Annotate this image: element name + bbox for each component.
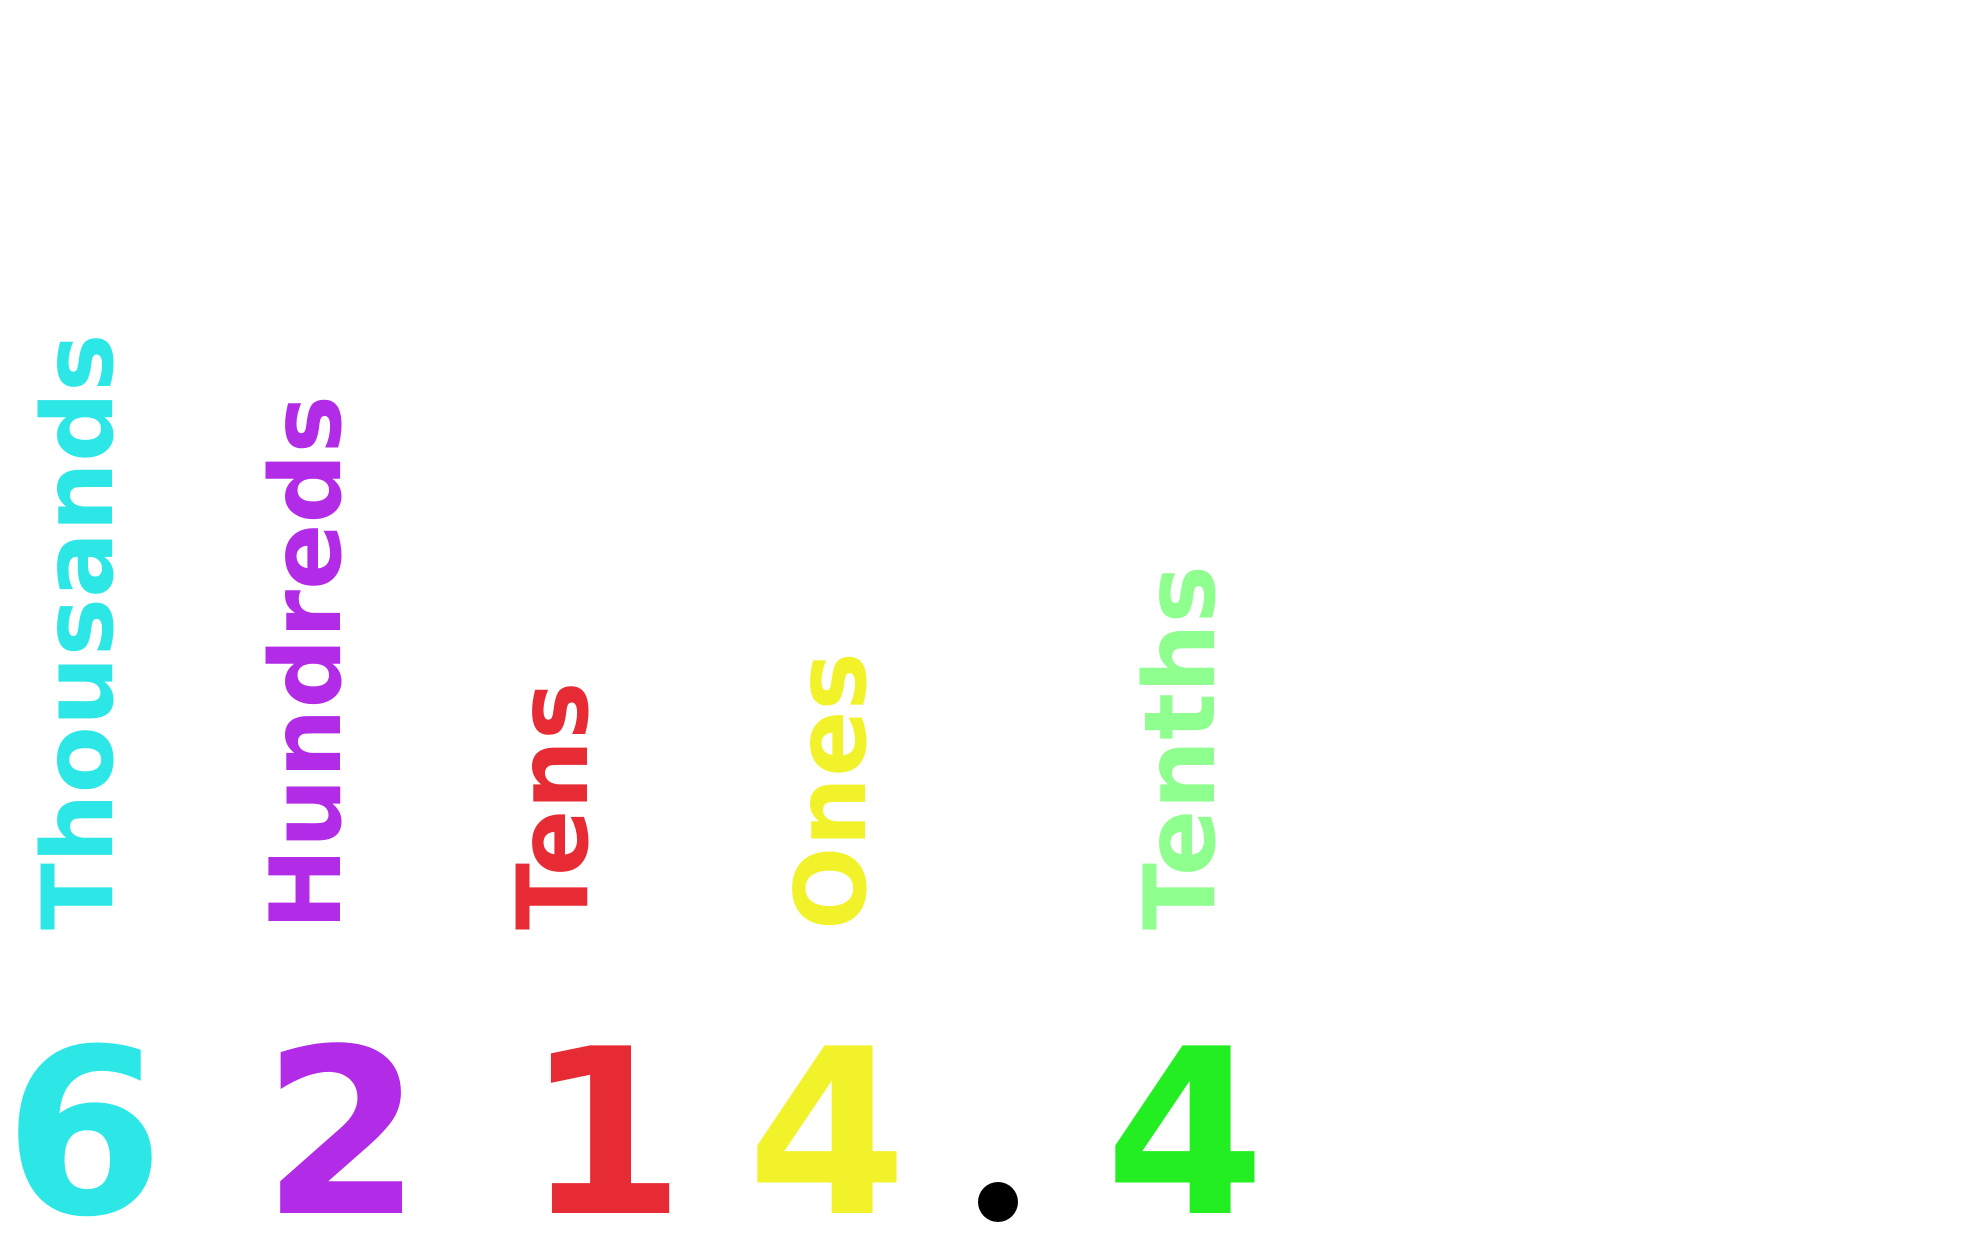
- digit-tenths: 4: [1105, 1001, 1266, 1244]
- place-label-tenths: Tenths: [1124, 564, 1238, 930]
- digit-thousands: 6: [4, 1001, 165, 1244]
- digit-tens: 1: [525, 1001, 686, 1244]
- place-label-ones: Ones: [775, 652, 889, 930]
- place-label-tens: Tens: [497, 681, 611, 930]
- place-label-thousands: Thousands: [22, 333, 136, 930]
- place-label-hundreds: Hundreds: [250, 395, 364, 930]
- digit-hundreds: 2: [262, 1001, 423, 1244]
- decimal-point: [978, 1182, 1018, 1222]
- digit-ones: 4: [747, 1001, 908, 1244]
